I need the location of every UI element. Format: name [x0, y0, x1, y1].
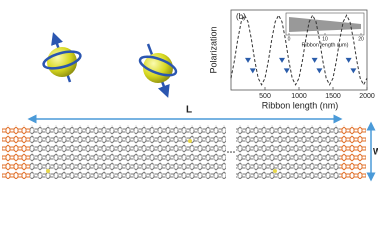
marker	[245, 57, 251, 63]
figure: L W (b) Polarization Ribbon length (nm) …	[2, 9, 378, 182]
marker	[345, 57, 352, 63]
x-tick-label: 2000	[359, 93, 375, 100]
marker	[316, 68, 323, 74]
spin-2	[138, 43, 178, 98]
ribbon: L W	[2, 105, 378, 182]
marker	[249, 68, 256, 74]
inset-trace	[289, 17, 361, 32]
inset-x-label: Ribbon length (μm)	[302, 42, 349, 48]
x-tick-label: 500	[259, 93, 271, 100]
marker	[311, 57, 318, 63]
marker	[279, 57, 285, 63]
x-tick-label: 1500	[325, 93, 341, 100]
x-tick-label: 1000	[291, 93, 307, 100]
inset-x-tick-label: 10	[322, 36, 328, 42]
marker	[283, 68, 290, 74]
curve	[230, 14, 368, 86]
length-label: L	[186, 105, 192, 116]
width-label: W	[373, 146, 378, 156]
marker	[350, 68, 357, 74]
x-axis-label: Ribbon length (nm)	[262, 100, 339, 110]
spin-1	[42, 32, 82, 83]
y-axis-label: Polarization	[208, 26, 218, 73]
inset-x-tick-label: 20	[358, 36, 364, 42]
inset-x-tick-label: 0	[288, 36, 291, 42]
panel-label: (b)	[236, 12, 246, 21]
